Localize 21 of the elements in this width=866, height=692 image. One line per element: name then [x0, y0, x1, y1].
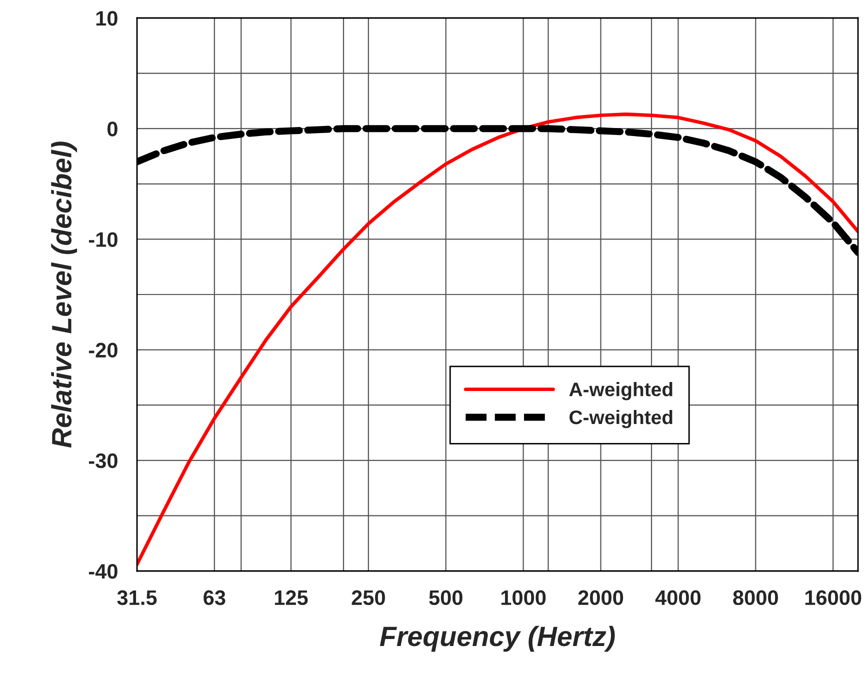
x-tick-label: 250 [352, 590, 385, 606]
y-tick-label: -20 [88, 342, 118, 358]
y-tick-label: -10 [88, 232, 118, 247]
x-tick-label: 8000 [733, 590, 778, 606]
x-tick-label: 125 [274, 590, 308, 606]
legend-label: A-weighted [569, 382, 672, 400]
y-axis-title: Relative Level (decibel) [51, 142, 78, 448]
x-tick-label: 31.5 [117, 590, 157, 606]
x-tick-label: 500 [429, 590, 462, 606]
x-tick-label: 16000 [805, 590, 862, 606]
line-series [137, 112, 858, 566]
x-tick-label: 1000 [501, 590, 546, 606]
y-tick-label: -30 [88, 453, 118, 468]
y-tick-label: 10 [96, 11, 118, 26]
y-tick-label: -40 [88, 564, 118, 579]
x-tick-label: 2000 [578, 590, 624, 606]
x-tick-label: 63 [204, 590, 226, 606]
legend-label: C-weighted [570, 410, 672, 428]
x-axis-title: Frequency (Hertz) [380, 626, 615, 652]
y-tick-label: 0 [107, 122, 118, 136]
x-tick-label: 4000 [655, 590, 701, 606]
